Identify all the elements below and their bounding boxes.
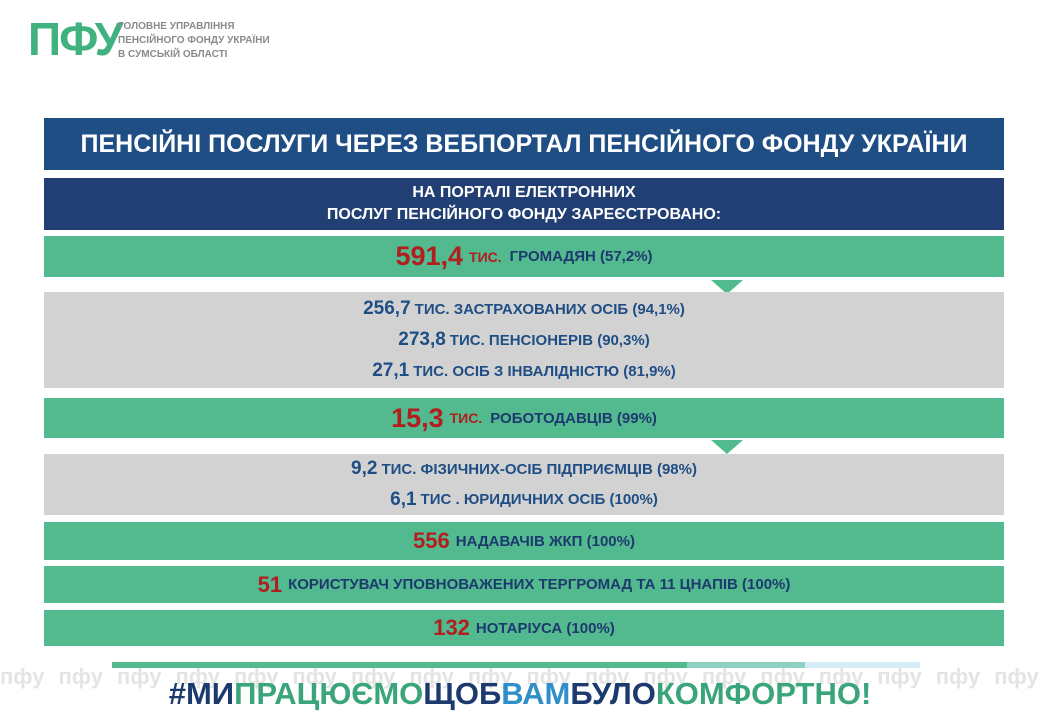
stat-text: НОТАРІУСА (100%) — [475, 619, 615, 637]
watermark-text: пфу — [409, 664, 454, 689]
watermark-text: пфу — [935, 664, 981, 689]
hashtag-part: ПРАЦЮЄМО — [234, 676, 424, 711]
watermark-text: пфу — [818, 664, 864, 689]
watermark-text: пфу — [233, 664, 279, 689]
stat-text: РОБОТОДАВЦІВ (99%) — [490, 409, 657, 427]
logo-line: В СУМСЬКІЙ ОБЛАСТІ — [118, 49, 228, 60]
divider — [687, 662, 805, 668]
watermark-text: пфу — [584, 664, 630, 689]
detail-line: 273,8 ТИС. ПЕНСІОНЕРІВ (90,3%) — [398, 325, 649, 356]
hashtag: #МИПРАЦЮЄМОЩОБВАМБУЛОКОМФОРТНО! — [0, 676, 1040, 712]
detail-line: 9,2 ТИС. ФІЗИЧНИХ-ОСІБ ПІДПРИЄМЦІВ (98%) — [351, 454, 697, 485]
watermark-text: пфу — [643, 664, 688, 689]
title-bar: ПЕНСІЙНІ ПОСЛУГИ ЧЕРЕЗ ВЕБПОРТАЛ ПЕНСІЙН… — [44, 118, 1004, 170]
stat-unit: ТИС. — [449, 410, 483, 426]
watermark-text: пфу — [467, 664, 513, 689]
subtitle-bar: НА ПОРТАЛІ ЕЛЕКТРОННИХ ПОСЛУГ ПЕНСІЙНОГО… — [44, 178, 1004, 230]
detail-text: ТИС. ФІЗИЧНИХ-ОСІБ ПІДПРИЄМЦІВ (98%) — [381, 460, 697, 478]
title: ПЕНСІЙНІ ПОСЛУГИ ЧЕРЕЗ ВЕБПОРТАЛ ПЕНСІЙН… — [80, 129, 968, 158]
watermark-text: пфу — [0, 664, 45, 689]
stat-number: 556 — [413, 528, 450, 553]
detail-line: 27,1 ТИС. ОСІБ З ІНВАЛІДНІСТЮ (81,9%) — [372, 356, 676, 387]
stat-number: 51 — [257, 571, 283, 597]
watermark-text: пфу — [994, 664, 1039, 689]
watermark-text: пфу — [350, 664, 396, 689]
stat-row: 15,3 ТИС. РОБОТОДАВЦІВ (99%) — [44, 398, 1004, 438]
subtitle-line: ПОСЛУГ ПЕНСІЙНОГО ФОНДУ ЗАРЕЄСТРОВАНО: — [326, 206, 722, 223]
stat-unit: ТИС. — [469, 248, 502, 265]
detail-text: ТИС. ЗАСТРАХОВАНИХ ОСІБ (94,1%) — [414, 300, 685, 318]
detail-text: ТИС . ЮРИДИЧНИХ ОСІБ (100%) — [420, 491, 658, 509]
stat-number: 132 — [433, 615, 470, 640]
detail-text: ТИС. ПЕНСІОНЕРІВ (90,3%) — [449, 331, 650, 349]
stat-text: ГРОМАДЯН (57,2%) — [509, 248, 653, 265]
watermark-text: пфу — [526, 664, 571, 689]
hashtag-part: ВАМ — [501, 676, 571, 711]
stat-row: 556 НАДАВАЧІВ ЖКП (100%) — [44, 522, 1004, 560]
stat-text: НАДАВАЧІВ ЖКП (100%) — [455, 532, 635, 550]
arrow — [711, 440, 743, 454]
detail-number: 6,1 — [390, 488, 417, 510]
watermark-text: пфу — [877, 664, 922, 689]
arrow — [711, 280, 743, 294]
stat-number: 15,3 — [391, 402, 444, 433]
hashtag-part: #МИ — [168, 676, 235, 711]
divider — [112, 662, 687, 668]
detail-line: 256,7 ТИС. ЗАСТРАХОВАНИХ ОСІБ (94,1%) — [363, 294, 685, 325]
stat-text: КОРИСТУВАЧ УПОВНОВАЖЕНИХ ТЕРГРОМАД ТА 11… — [288, 576, 791, 593]
watermark-text: пфу — [116, 664, 162, 689]
stat-row: 591,4 ТИС. ГРОМАДЯН (57,2%) — [44, 236, 1004, 277]
detail-box: 9,2 ТИС. ФІЗИЧНИХ-ОСІБ ПІДПРИЄМЦІВ (98%) … — [44, 454, 1004, 515]
logo-text: ГОЛОВНЕ УПРАВЛІННЯ ПЕНСІЙНОГО ФОНДУ УКРА… — [118, 20, 270, 62]
detail-number: 256,7 — [363, 298, 411, 319]
divider — [805, 662, 920, 668]
watermark: пфу пфу пфу пфу пфу пфу пфу пфу пфу пфу пфу пфу пфу п… — [0, 664, 1040, 690]
detail-number: 273,8 — [398, 329, 446, 350]
hashtag-part: ЩОБ — [423, 676, 502, 711]
watermark-text: пфу — [175, 664, 220, 689]
detail-number: 9,2 — [351, 458, 378, 480]
detail-number: 27,1 — [372, 360, 410, 381]
watermark-text: пфу — [58, 664, 103, 689]
detail-box: 256,7 ТИС. ЗАСТРАХОВАНИХ ОСІБ (94,1%) 273… — [44, 292, 1004, 388]
stat-row: 132 НОТАРІУСА (100%) — [44, 610, 1004, 646]
watermark-text: пфу — [701, 664, 747, 689]
subtitle-line: НА ПОРТАЛІ ЕЛЕКТРОННИХ — [412, 184, 636, 201]
detail-line: 6,1 ТИС . ЮРИДИЧНИХ ОСІБ (100%) — [390, 485, 658, 516]
stat-row: 51 КОРИСТУВАЧ УПОВНОВАЖЕНИХ ТЕРГРОМАД ТА… — [44, 566, 1004, 603]
watermark-text: пфу — [292, 664, 337, 689]
watermark-text: пфу — [760, 664, 805, 689]
hashtag-part: КОМФОРТНО! — [655, 676, 872, 711]
logo-line: ГОЛОВНЕ УПРАВЛІННЯ — [118, 21, 235, 32]
hashtag-part: БУЛО — [570, 676, 656, 711]
detail-text: ТИС. ОСІБ З ІНВАЛІДНІСТЮ (81,9%) — [413, 362, 676, 380]
stat-number: 591,4 — [395, 241, 464, 271]
logo-line: ПЕНСІЙНОГО ФОНДУ УКРАЇНИ — [118, 35, 270, 46]
logo-mark: ПФУ — [28, 13, 123, 65]
